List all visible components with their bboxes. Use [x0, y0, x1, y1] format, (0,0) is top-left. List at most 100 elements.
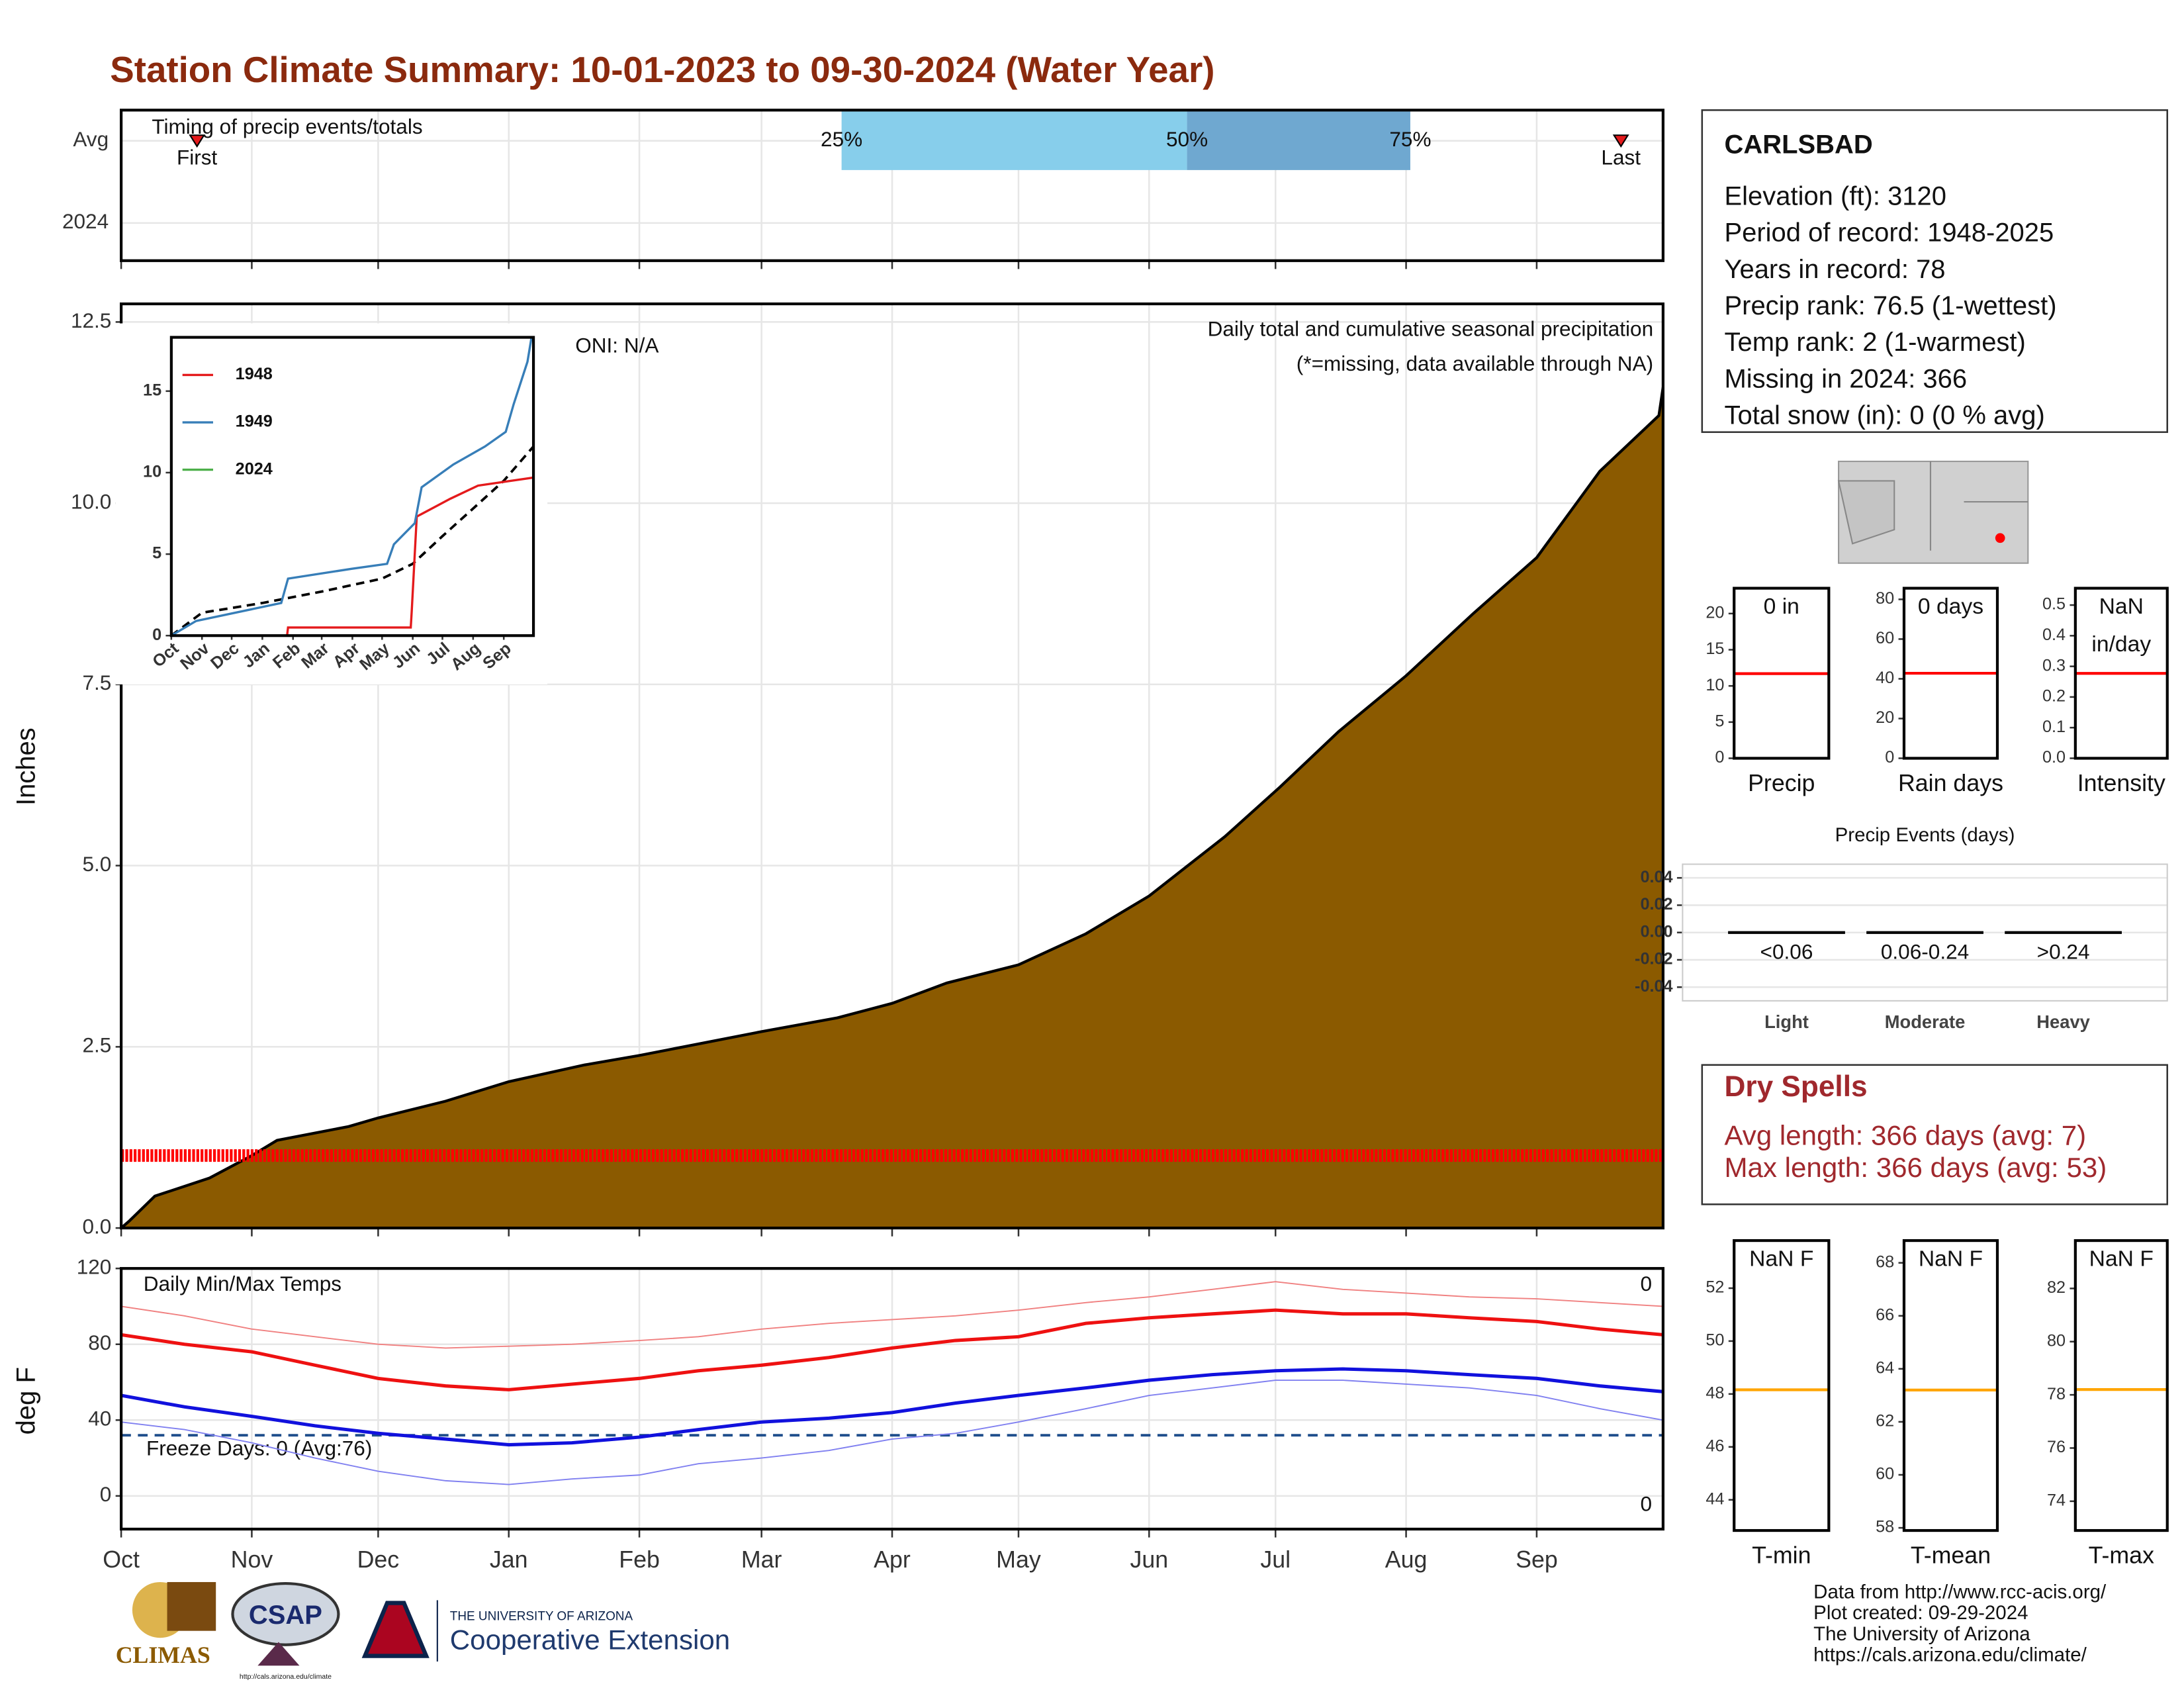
csap-url: http://cals.arizona.edu/climate	[240, 1673, 332, 1681]
series-line	[171, 476, 534, 637]
station-info: Total snow (in): 0 (0 % avg)	[1724, 401, 2044, 430]
y-tick-label: 62	[1876, 1412, 1894, 1430]
x-tick-label: Mar	[741, 1546, 782, 1573]
y-tick-label: 80	[2047, 1331, 2066, 1350]
x-tick-label: Feb	[619, 1546, 660, 1573]
panel-title: Precip Events (days)	[1835, 824, 2015, 846]
value-text: 0 days	[1918, 594, 1983, 619]
annotation: (*=missing, data available through NA)	[1297, 352, 1653, 375]
cumulative-area	[121, 387, 1663, 1229]
panel-label: T-max	[2089, 1542, 2154, 1569]
event-marker	[189, 134, 206, 148]
bar-subtitle: >0.24	[2037, 940, 2090, 964]
panel-label: Intensity	[2077, 770, 2165, 796]
y-tick-label: 76	[2047, 1438, 2066, 1456]
panel-frame	[1733, 586, 1831, 760]
panel-label: T-mean	[1911, 1542, 1991, 1569]
station-info: Precip rank: 76.5 (1-wettest)	[1724, 291, 2056, 320]
x-tick-label: Jun	[1130, 1546, 1168, 1573]
y-tick-label: 20	[1706, 604, 1724, 622]
y-tick-label: 15	[143, 381, 161, 400]
series-line	[120, 1367, 1664, 1447]
event-marker	[1612, 134, 1629, 148]
y-tick-label: 10	[1706, 676, 1724, 694]
y-axis-label: Inches	[12, 727, 41, 806]
y-tick-label: 40	[1876, 669, 1894, 687]
y-tick-label: 40	[88, 1407, 111, 1430]
series-line	[120, 1281, 1663, 1349]
panel-frame	[119, 109, 1664, 262]
y-tick-label: 0	[152, 626, 161, 644]
x-tick-label: Oct	[103, 1546, 140, 1573]
series-line	[171, 337, 533, 637]
y-tick-label: 5	[1715, 712, 1724, 731]
y-tick-label: 0.4	[2042, 626, 2066, 644]
y-tick-label: 0.0	[82, 1214, 111, 1238]
y-tick-label: -0.04	[1635, 977, 1673, 996]
y-tick-label: 0.0	[2042, 748, 2066, 767]
extension-name: Cooperative Extension	[450, 1624, 730, 1656]
legend-label: 1948	[236, 365, 273, 383]
y-tick-label: 80	[88, 1331, 111, 1354]
panel-frame	[2073, 586, 2169, 760]
quantile-bar	[841, 111, 1187, 170]
y-tick-label: 120	[77, 1255, 112, 1279]
y-tick-label: 5.0	[82, 852, 111, 876]
legend-label: 1949	[236, 412, 273, 431]
annotation: Freeze Days: 0 (Avg:76)	[146, 1436, 372, 1460]
panel-frame	[1902, 1239, 1999, 1532]
value-text: NaN	[2099, 594, 2144, 619]
annotation: Daily Min/Max Temps	[144, 1272, 341, 1295]
station-info: Temp rank: 2 (1-warmest)	[1724, 328, 2025, 357]
y-tick-label: 0.04	[1640, 868, 1672, 886]
y-tick-label: 60	[1876, 1465, 1894, 1483]
y-tick-label: 46	[1706, 1436, 1724, 1455]
inset-frame	[169, 336, 535, 637]
logos: CLIMAS CSAP http://cals.arizona.edu/clim…	[116, 1581, 730, 1681]
footer-line: https://cals.arizona.edu/climate/	[1813, 1644, 2087, 1665]
series-line	[120, 1308, 1664, 1391]
panel-frame	[119, 302, 1664, 1230]
y-tick-label: 12.5	[71, 308, 111, 332]
y-tick-label: 7.5	[82, 671, 111, 694]
y-tick-label: 66	[1876, 1305, 1894, 1324]
event-label: Last	[1601, 145, 1641, 169]
x-tick-label: Moderate	[1885, 1011, 1966, 1032]
dry-spells-title: Dry Spells	[1724, 1070, 1867, 1103]
x-tick-label: Jan	[490, 1546, 528, 1573]
value-text: NaN F	[1749, 1246, 1813, 1271]
station-box	[1701, 109, 2169, 434]
footer-line: Plot created: 09-29-2024	[1813, 1602, 2028, 1624]
panel-frame	[1682, 863, 2168, 1002]
y-tick-label: 58	[1876, 1518, 1894, 1536]
panel-label: Precip	[1748, 770, 1815, 796]
page-title: Station Climate Summary: 10-01-2023 to 0…	[110, 49, 1214, 90]
dry-spell-info: Max length: 366 days (avg: 53)	[1724, 1152, 2107, 1183]
y-tick-label: 0	[100, 1482, 112, 1506]
university-name: THE UNIVERSITY OF ARIZONA	[450, 1610, 633, 1624]
footer-line: The University of Arizona	[1813, 1623, 2030, 1645]
y-tick-label: 10	[143, 463, 161, 481]
dry-spell-info: Avg length: 366 days (avg: 7)	[1724, 1119, 2086, 1150]
y-axis-label: deg F	[12, 1367, 41, 1434]
y-tick-label: 74	[2047, 1491, 2066, 1510]
y-tick-label: 48	[1706, 1384, 1724, 1403]
quantile-label: 50%	[1166, 127, 1208, 151]
annotation: 0	[1640, 1272, 1652, 1295]
y-tick-label: 44	[1706, 1489, 1724, 1508]
x-tick-label: Jul	[1260, 1546, 1291, 1573]
y-tick-label: 68	[1876, 1252, 1894, 1271]
series-line	[120, 1380, 1664, 1485]
bar-subtitle: 0.06-0.24	[1881, 940, 1969, 964]
csap-logo: CSAP	[249, 1601, 322, 1630]
panel-label: Rain days	[1898, 770, 2003, 796]
event-label: First	[177, 145, 218, 169]
y-tick-label: 0.02	[1640, 895, 1672, 914]
legend-label: 2024	[236, 459, 273, 478]
y-tick-label: 0.5	[2042, 595, 2066, 614]
y-tick-label: 52	[1706, 1278, 1724, 1297]
y-tick-label: Avg	[73, 127, 109, 151]
quantile-label: 25%	[821, 127, 862, 151]
y-tick-label: 80	[1876, 589, 1894, 608]
